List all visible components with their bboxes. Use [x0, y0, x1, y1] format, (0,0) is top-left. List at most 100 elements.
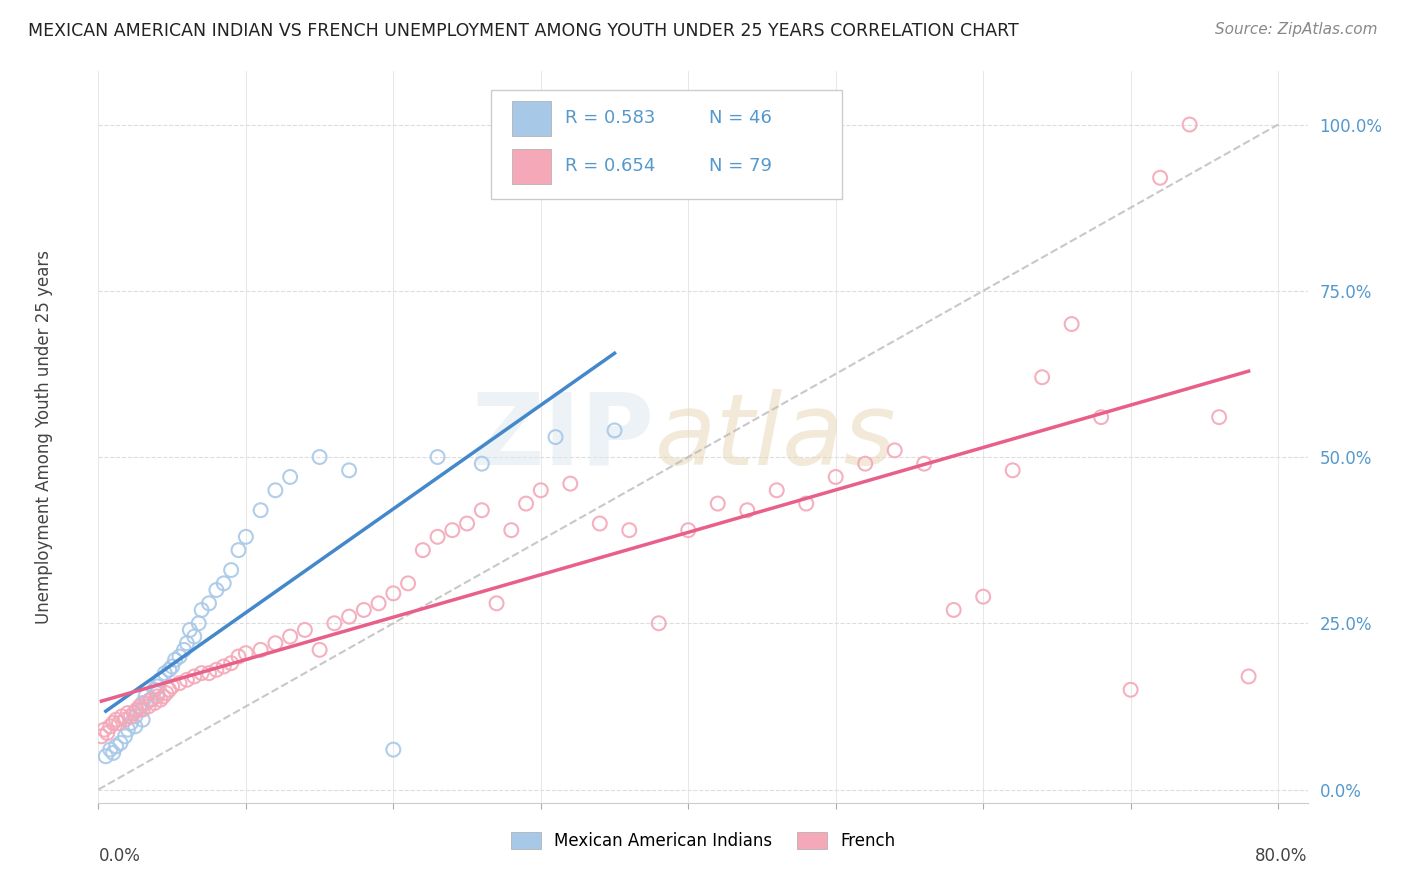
- Point: [853, 457, 876, 471]
- Point: [108, 716, 131, 731]
- Point: [139, 692, 162, 706]
- Point: [228, 649, 250, 664]
- Point: [128, 699, 150, 714]
- Point: [152, 690, 174, 704]
- Point: [205, 582, 228, 597]
- Point: [972, 590, 994, 604]
- Point: [93, 723, 115, 737]
- Point: [190, 666, 212, 681]
- Point: [183, 630, 205, 644]
- Point: [117, 723, 139, 737]
- Point: [169, 676, 191, 690]
- Point: [912, 457, 935, 471]
- Point: [235, 530, 257, 544]
- Point: [114, 713, 136, 727]
- Point: [396, 576, 419, 591]
- Point: [530, 483, 553, 498]
- Point: [278, 470, 301, 484]
- Point: [278, 630, 301, 644]
- Text: MEXICAN AMERICAN INDIAN VS FRENCH UNEMPLOYMENT AMONG YOUTH UNDER 25 YEARS CORREL: MEXICAN AMERICAN INDIAN VS FRENCH UNEMPL…: [28, 22, 1019, 40]
- Point: [120, 709, 142, 723]
- Point: [1208, 410, 1230, 425]
- Text: Unemployment Among Youth under 25 years: Unemployment Among Youth under 25 years: [35, 250, 53, 624]
- Point: [122, 706, 145, 720]
- Point: [501, 523, 523, 537]
- Point: [1149, 170, 1171, 185]
- Point: [146, 690, 169, 704]
- Point: [212, 576, 235, 591]
- Point: [426, 530, 449, 544]
- Point: [98, 742, 121, 756]
- Point: [228, 543, 250, 558]
- Point: [131, 703, 153, 717]
- Point: [471, 457, 494, 471]
- Point: [1178, 118, 1201, 132]
- Point: [471, 503, 494, 517]
- Point: [308, 643, 330, 657]
- Point: [143, 696, 166, 710]
- Point: [212, 659, 235, 673]
- Point: [678, 523, 700, 537]
- Point: [794, 497, 817, 511]
- Text: 0.0%: 0.0%: [98, 847, 141, 864]
- Point: [176, 673, 198, 687]
- Point: [90, 729, 112, 743]
- Point: [765, 483, 787, 498]
- Point: [101, 746, 124, 760]
- Point: [149, 692, 172, 706]
- Point: [143, 682, 166, 697]
- Point: [157, 682, 180, 697]
- Point: [135, 690, 157, 704]
- Point: [105, 713, 128, 727]
- Point: [101, 716, 124, 731]
- Point: [205, 663, 228, 677]
- Point: [337, 463, 360, 477]
- Text: R = 0.583: R = 0.583: [565, 109, 655, 128]
- Point: [160, 680, 183, 694]
- Point: [120, 716, 142, 731]
- Point: [149, 673, 172, 687]
- Point: [1001, 463, 1024, 477]
- Point: [128, 703, 150, 717]
- Point: [485, 596, 508, 610]
- Point: [146, 686, 169, 700]
- Point: [131, 713, 153, 727]
- Point: [235, 646, 257, 660]
- Point: [412, 543, 434, 558]
- Point: [198, 666, 221, 681]
- Point: [648, 616, 671, 631]
- Point: [187, 616, 209, 631]
- Point: [155, 686, 177, 700]
- Point: [153, 666, 176, 681]
- Point: [1090, 410, 1112, 425]
- FancyBboxPatch shape: [492, 90, 842, 200]
- Point: [110, 736, 132, 750]
- Point: [1237, 669, 1260, 683]
- Point: [138, 699, 160, 714]
- Point: [619, 523, 641, 537]
- Point: [589, 516, 612, 531]
- Point: [114, 729, 136, 743]
- Point: [264, 483, 287, 498]
- Point: [96, 726, 118, 740]
- Point: [179, 623, 201, 637]
- Point: [117, 706, 139, 720]
- Text: atlas: atlas: [655, 389, 896, 485]
- Point: [105, 739, 128, 754]
- Point: [124, 709, 146, 723]
- Point: [426, 450, 449, 464]
- Point: [111, 709, 134, 723]
- Text: Source: ZipAtlas.com: Source: ZipAtlas.com: [1215, 22, 1378, 37]
- Point: [160, 659, 183, 673]
- Point: [219, 563, 242, 577]
- Point: [1031, 370, 1053, 384]
- FancyBboxPatch shape: [512, 101, 551, 136]
- Point: [382, 742, 405, 756]
- FancyBboxPatch shape: [512, 149, 551, 184]
- Point: [249, 643, 271, 657]
- Point: [706, 497, 728, 511]
- Point: [190, 603, 212, 617]
- Point: [169, 649, 191, 664]
- Point: [337, 609, 360, 624]
- Text: ZIP: ZIP: [472, 389, 655, 485]
